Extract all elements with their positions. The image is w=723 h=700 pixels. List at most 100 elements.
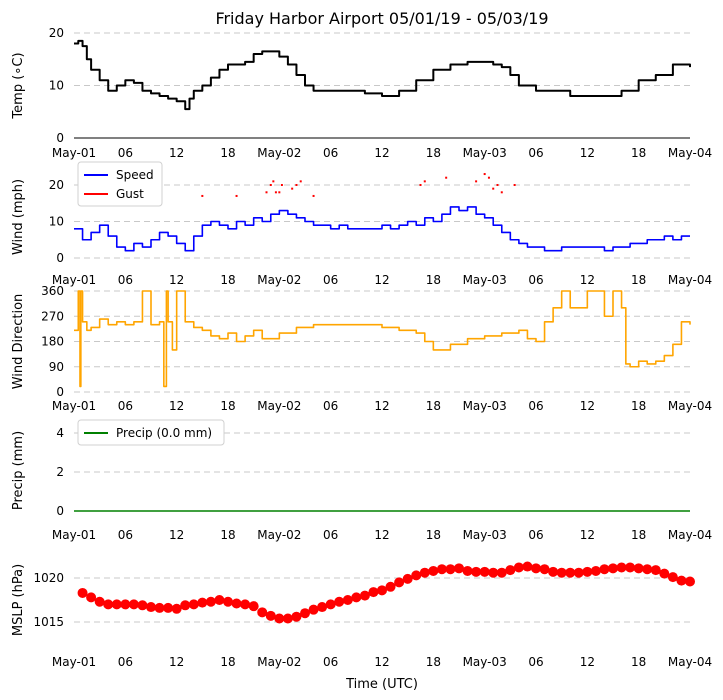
mslp-point [86, 592, 97, 603]
mslp-point [667, 572, 678, 583]
mslp-point [385, 581, 396, 592]
mslp-point [633, 563, 644, 574]
mslp-point [300, 608, 310, 619]
mslp-point [214, 595, 225, 605]
mslp-point [642, 564, 653, 575]
wdir-xtick-label: May-03 [463, 399, 507, 413]
temp-y-axis-label: Temp (∘C) [11, 52, 26, 119]
mslp-point [402, 573, 413, 584]
mslp-point [137, 600, 148, 611]
temp-ytick-label: 20 [49, 26, 64, 40]
wdir-ytick-label: 90 [49, 360, 64, 374]
mslp-point [454, 563, 464, 574]
wind-y-axis-label: Wind (mph) [11, 179, 26, 255]
mslp-point [351, 592, 362, 603]
wind-xtick-label: 06 [528, 273, 543, 287]
mslp-point [539, 564, 550, 575]
temp-xtick-label: May-03 [463, 146, 507, 160]
mslp-xtick-label: May-02 [257, 655, 301, 669]
mslp-xtick-label: May-03 [463, 655, 507, 669]
wind-legend-label: Gust [116, 187, 144, 201]
wind-gust-point [312, 194, 315, 197]
wdir-xtick-label: 18 [220, 399, 235, 413]
wind-gust-point [500, 191, 503, 194]
precip-legend-label: Precip (0.0 mm) [116, 426, 212, 440]
mslp-point [240, 599, 251, 610]
wind-ytick-label: 0 [56, 251, 64, 265]
temp-xtick-label: 06 [323, 146, 338, 160]
mslp-point [505, 565, 516, 576]
precip-ytick-label: 2 [56, 465, 64, 479]
wind-gust-point [483, 173, 486, 176]
mslp-xtick-label: 18 [631, 655, 646, 669]
mslp-xtick-label: 06 [118, 655, 133, 669]
mslp-point [197, 597, 208, 608]
mslp-point [522, 561, 533, 572]
mslp-point [368, 587, 379, 598]
precip-ytick-label: 4 [56, 426, 64, 440]
wind-gust-point [278, 191, 281, 194]
precip-xtick-label: 18 [426, 528, 441, 542]
mslp-point [608, 563, 618, 574]
wdir-xtick-label: May-02 [257, 399, 301, 413]
mslp-point [616, 562, 627, 573]
mslp-xtick-label: 06 [323, 655, 338, 669]
mslp-point [359, 590, 370, 601]
mslp-point [590, 565, 601, 576]
mslp-xtick-label: 12 [374, 655, 389, 669]
mslp-point [659, 568, 670, 579]
precip-xtick-label: May-02 [257, 528, 301, 542]
precip-xtick-label: 06 [118, 528, 133, 542]
precip-xtick-label: May-03 [463, 528, 507, 542]
wind-gust-point [492, 187, 495, 190]
mslp-point [231, 598, 242, 609]
chart-title: Friday Harbor Airport 05/01/19 - 05/03/1… [215, 9, 548, 28]
x-axis-label: Time (UTC) [345, 677, 418, 692]
wind-xtick-label: 12 [580, 273, 595, 287]
wdir-xtick-label: 18 [426, 399, 441, 413]
mslp-point [128, 599, 139, 610]
precip-xtick-label: 06 [528, 528, 543, 542]
precip-xtick-label: 12 [580, 528, 595, 542]
wind-gust-point [272, 180, 275, 183]
precip-xtick-label: 18 [220, 528, 235, 542]
precip-xtick-label: May-04 [668, 528, 712, 542]
wdir-xtick-label: 12 [169, 399, 184, 413]
mslp-point [436, 564, 447, 575]
mslp-point [471, 566, 482, 577]
wdir-ytick-label: 360 [41, 284, 64, 298]
mslp-xtick-label: 06 [528, 655, 543, 669]
wdir-xtick-label: 12 [580, 399, 595, 413]
mslp-point [94, 596, 105, 607]
mslp-point [428, 565, 439, 576]
mslp-point [265, 610, 276, 621]
mslp-point [291, 611, 302, 622]
mslp-point [479, 566, 490, 577]
wind-gust-point [265, 191, 268, 194]
wind-ytick-label: 20 [49, 178, 64, 192]
wdir-xtick-label: 18 [631, 399, 646, 413]
mslp-point [531, 563, 541, 574]
mslp-point [342, 595, 353, 605]
mslp-y-axis-label: MSLP (hPa) [11, 564, 26, 636]
wdir-series-line [74, 290, 691, 388]
wind-gust-point [423, 180, 426, 183]
mslp-point [685, 576, 695, 587]
mslp-point [462, 565, 473, 576]
mslp-point [188, 599, 199, 610]
wind-gust-point [475, 180, 478, 183]
wind-gust-point [496, 184, 499, 186]
wind-gust-point [280, 184, 283, 186]
precip-xtick-label: 06 [323, 528, 338, 542]
wind-xtick-label: May-03 [463, 273, 507, 287]
mslp-point [154, 602, 165, 613]
mslp-point [565, 567, 576, 578]
mslp-xtick-label: 12 [169, 655, 184, 669]
wind-gust-point [419, 184, 422, 186]
wdir-ytick-label: 180 [41, 335, 64, 349]
mslp-point [582, 566, 593, 577]
wdir-xtick-label: 12 [374, 399, 389, 413]
wdir-xtick-label: 06 [528, 399, 543, 413]
mslp-point [513, 562, 524, 573]
wind-gust-point [201, 194, 204, 197]
